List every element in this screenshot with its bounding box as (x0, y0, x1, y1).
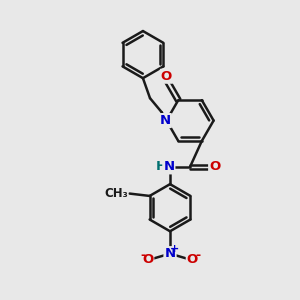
Text: -: - (140, 249, 145, 262)
Text: N: N (163, 160, 174, 173)
Text: +: + (169, 244, 179, 254)
Text: O: O (209, 160, 220, 173)
Text: O: O (142, 253, 153, 266)
Text: N: N (160, 114, 171, 127)
Text: N: N (164, 247, 175, 260)
Text: H: H (155, 160, 167, 173)
Text: -: - (195, 249, 200, 262)
Text: O: O (187, 253, 198, 266)
Text: O: O (161, 70, 172, 83)
Text: CH₃: CH₃ (104, 187, 128, 200)
